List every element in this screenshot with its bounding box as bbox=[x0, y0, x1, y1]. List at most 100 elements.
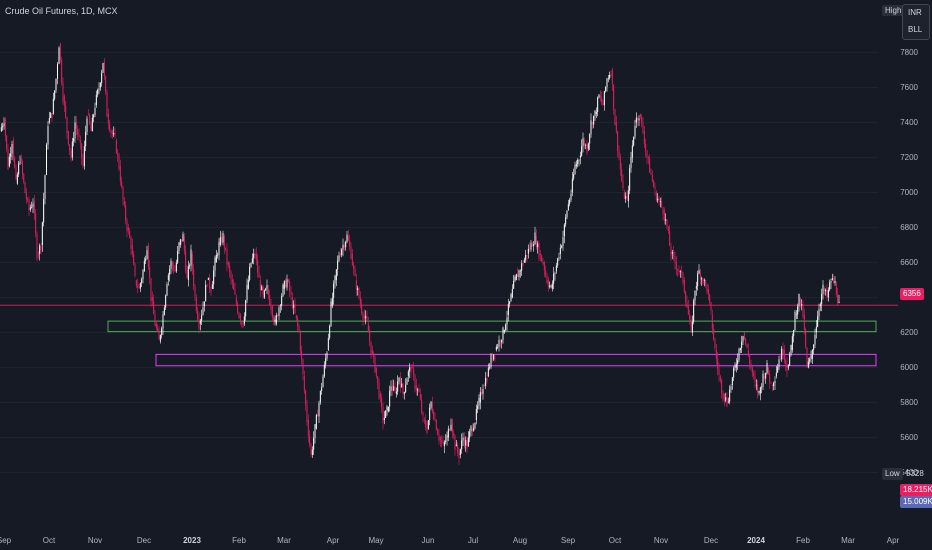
candle-up bbox=[189, 265, 191, 267]
candle-down bbox=[466, 440, 468, 449]
candle-down bbox=[457, 444, 459, 453]
candle-down bbox=[705, 279, 707, 285]
candle-up bbox=[739, 348, 741, 350]
candle-down bbox=[541, 255, 543, 262]
candle-down bbox=[425, 420, 427, 428]
candle-down bbox=[435, 420, 437, 430]
candle-down bbox=[526, 254, 528, 257]
candle-up bbox=[275, 315, 277, 324]
y-tick-label: 7600 bbox=[900, 82, 918, 92]
candle-up bbox=[145, 258, 147, 261]
chart-title: Crude Oil Futures, 1D, MCX bbox=[5, 6, 118, 16]
candle-up bbox=[493, 354, 495, 360]
candle-up bbox=[534, 232, 536, 245]
candle-up bbox=[634, 125, 636, 137]
candle-up bbox=[73, 138, 75, 142]
x-tick-label: Mar bbox=[277, 536, 291, 545]
candle-up bbox=[525, 254, 527, 260]
currency-option-inr[interactable]: INR bbox=[908, 8, 922, 17]
candle-up bbox=[758, 390, 760, 393]
candle-up bbox=[57, 64, 58, 79]
candle-down bbox=[27, 199, 29, 201]
y-tick-label: 6800 bbox=[900, 222, 918, 232]
candle-down bbox=[223, 236, 225, 248]
candle-up bbox=[554, 272, 556, 274]
candle-up bbox=[530, 242, 532, 250]
candle-down bbox=[517, 274, 519, 278]
candle-down bbox=[209, 277, 211, 289]
candle-up bbox=[398, 377, 400, 382]
candle-down bbox=[154, 314, 156, 326]
candle-down bbox=[109, 123, 111, 131]
candle-down bbox=[373, 352, 375, 357]
candle-down bbox=[242, 322, 244, 328]
candle-down bbox=[186, 270, 188, 278]
candle-down bbox=[358, 288, 360, 298]
candle-down bbox=[377, 376, 379, 383]
candle-up bbox=[809, 359, 811, 362]
candle-up bbox=[318, 402, 320, 417]
candle-down bbox=[678, 270, 680, 273]
candle-down bbox=[419, 393, 421, 400]
candle-down bbox=[746, 344, 748, 348]
candle-down bbox=[647, 157, 649, 159]
candle-up bbox=[787, 365, 789, 368]
candle-down bbox=[63, 96, 65, 106]
x-tick-label: Mar bbox=[841, 536, 855, 545]
candle-up bbox=[502, 327, 504, 340]
candle-down bbox=[414, 375, 416, 389]
candle-up bbox=[214, 257, 216, 271]
candle-down bbox=[343, 245, 345, 248]
candle-down bbox=[747, 350, 749, 356]
candle-down bbox=[583, 140, 585, 146]
candle-down bbox=[339, 253, 341, 256]
candle-down bbox=[602, 102, 604, 106]
candle-down bbox=[147, 245, 149, 267]
candle-up bbox=[698, 269, 700, 274]
x-tick-label: May bbox=[368, 536, 384, 545]
candle-up bbox=[314, 424, 316, 438]
candle-up bbox=[822, 284, 824, 295]
candle-down bbox=[751, 367, 753, 373]
candle-down bbox=[639, 113, 641, 117]
candle-up bbox=[569, 199, 571, 204]
currency-dropdown[interactable]: INR BLL bbox=[902, 4, 930, 40]
candle-down bbox=[81, 143, 83, 159]
y-tick-label: 5600 bbox=[900, 432, 918, 442]
candle-up bbox=[55, 78, 57, 91]
candle-up bbox=[695, 286, 697, 289]
candle-down bbox=[654, 187, 656, 190]
candle-up bbox=[701, 278, 703, 280]
candle-down bbox=[302, 359, 304, 375]
candle-up bbox=[603, 91, 605, 105]
candle-up bbox=[283, 280, 285, 289]
candle-up bbox=[730, 386, 732, 390]
candle-up bbox=[279, 305, 281, 307]
candle-down bbox=[713, 328, 715, 340]
candle-down bbox=[70, 150, 72, 159]
candle-up bbox=[555, 265, 557, 272]
candle-up bbox=[801, 304, 803, 306]
candle-up bbox=[162, 314, 164, 329]
candle-down bbox=[298, 325, 300, 332]
candle-up bbox=[811, 349, 813, 359]
x-tick-label: Oct bbox=[42, 536, 56, 545]
candle-up bbox=[501, 339, 503, 343]
currency-option-bll[interactable]: BLL bbox=[908, 25, 923, 34]
candle-down bbox=[674, 255, 676, 263]
candle-up bbox=[697, 273, 699, 287]
candle-down bbox=[194, 286, 196, 297]
candle-up bbox=[838, 301, 840, 303]
candle-down bbox=[262, 286, 264, 295]
candle-up bbox=[199, 320, 201, 324]
candle-down bbox=[129, 230, 131, 239]
candle-down bbox=[726, 397, 728, 406]
candle-up bbox=[243, 316, 245, 324]
candle-down bbox=[269, 294, 271, 305]
candle-down bbox=[399, 376, 401, 388]
candle-up bbox=[86, 118, 88, 132]
candle-down bbox=[769, 373, 771, 383]
candle-down bbox=[441, 440, 443, 443]
